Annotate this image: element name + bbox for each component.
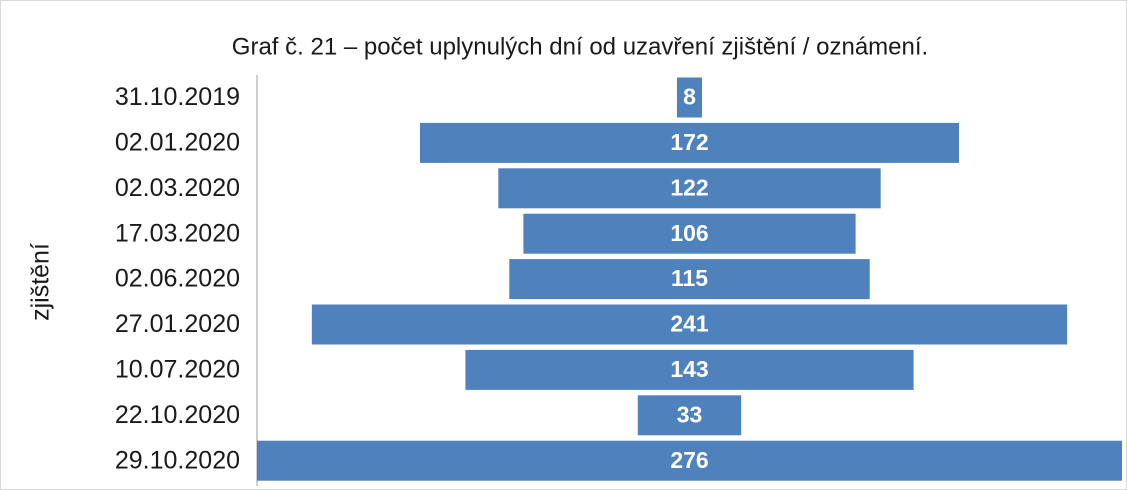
bar — [498, 168, 881, 209]
y-tick-label: 17.03.2020 — [115, 219, 240, 247]
y-tick-label: 02.01.2020 — [115, 129, 240, 157]
y-tick-label: 02.03.2020 — [115, 174, 240, 202]
bar — [257, 440, 1122, 481]
data-label: 8 — [683, 84, 696, 110]
bar — [509, 259, 870, 300]
data-label: 106 — [670, 220, 708, 246]
y-axis-label: zjištění — [27, 243, 55, 321]
data-label: 276 — [670, 447, 708, 473]
bar — [465, 349, 914, 390]
data-label: 172 — [670, 129, 708, 155]
y-tick-label: 02.06.2020 — [115, 265, 240, 293]
bar — [637, 395, 742, 436]
data-label: 33 — [677, 401, 703, 427]
bar — [419, 122, 960, 163]
bar — [676, 77, 703, 118]
y-tick-label: 29.10.2020 — [115, 446, 240, 474]
y-tick-label: 27.01.2020 — [115, 310, 240, 338]
y-tick-label: 10.07.2020 — [115, 356, 240, 384]
data-label: 122 — [670, 174, 708, 200]
bar — [311, 304, 1068, 345]
y-tick-label: 22.10.2020 — [115, 401, 240, 429]
data-label: 115 — [671, 265, 708, 291]
data-label: 241 — [670, 311, 709, 337]
chart-title: Graf č. 21 – počet uplynulých dní od uza… — [232, 33, 928, 60]
y-tick-label: 31.10.2019 — [115, 83, 240, 111]
data-label: 143 — [670, 356, 708, 382]
bar — [523, 213, 856, 254]
